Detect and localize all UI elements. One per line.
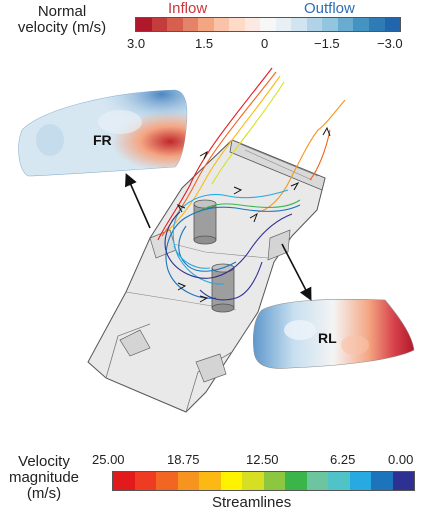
- nv-tick-1: 3.0: [127, 36, 146, 51]
- normal-velocity-swatch: [353, 18, 369, 31]
- rl-pointer-arrow: [281, 243, 312, 301]
- normal-velocity-swatch: [322, 18, 338, 31]
- vm-tick-3: 12.50: [246, 452, 279, 467]
- streamline-blue-2: [172, 189, 289, 285]
- normal-velocity-swatch: [151, 18, 168, 31]
- normal-velocity-swatch: [337, 18, 354, 31]
- normal-velocity-swatch: [384, 18, 401, 31]
- normal-velocity-swatch: [182, 18, 199, 31]
- streamlines-caption: Streamlines: [212, 494, 292, 511]
- streamlines: [157, 67, 346, 301]
- cylinder-front: [193, 199, 217, 245]
- vm-tick-1: 25.00: [92, 452, 125, 467]
- normal-velocity-swatch: [244, 18, 261, 31]
- fr-label: FR: [93, 132, 112, 148]
- velocity-magnitude-swatch: [285, 472, 307, 490]
- normal-velocity-colorbar: [135, 17, 401, 32]
- vm-title-line2: magnitude: [8, 469, 80, 486]
- velocity-magnitude-swatch: [199, 472, 221, 490]
- normal-velocity-swatch: [198, 18, 214, 31]
- velocity-magnitude-swatch: [242, 472, 264, 490]
- streamline-yellow-1: [165, 75, 281, 233]
- normal-velocity-swatch: [136, 18, 152, 31]
- streamline-blue-1: [165, 204, 301, 299]
- vm-title-line1: Velocity: [18, 453, 70, 470]
- velocity-magnitude-swatch: [177, 472, 199, 490]
- normal-velocity-swatch: [368, 18, 385, 31]
- fr-pointer-arrow: [125, 173, 151, 229]
- car-body: [87, 139, 326, 413]
- streamline-orange-3: [309, 129, 331, 181]
- velocity-magnitude-swatch: [328, 472, 350, 490]
- normal-velocity-title: Normal velocity (m/s): [6, 4, 118, 36]
- normal-velocity-title-line1: Normal: [37, 3, 87, 20]
- velocity-magnitude-swatch: [113, 472, 135, 490]
- streamline-blue-4: [178, 225, 237, 272]
- nv-tick-5: −3.0: [377, 36, 403, 51]
- vm-tick-4: 6.25: [330, 452, 356, 467]
- streamline-blue-5: [173, 245, 211, 269]
- normal-velocity-swatch: [275, 18, 292, 31]
- velocity-magnitude-swatch: [306, 472, 328, 490]
- vm-title-line3: (m/s): [26, 485, 62, 502]
- velocity-magnitude-swatch: [263, 472, 285, 490]
- streamline-blue-6: [199, 261, 263, 301]
- nv-tick-2: 1.5: [195, 36, 214, 51]
- streamline-green-1: [197, 199, 301, 213]
- nv-tick-3: 0: [261, 36, 269, 51]
- car-flow-scene: FR RL: [18, 67, 415, 413]
- normal-velocity-swatch: [291, 18, 307, 31]
- velocity-magnitude-swatch: [371, 472, 393, 490]
- streamline-blue-3: [164, 211, 293, 279]
- velocity-magnitude-swatch: [156, 472, 178, 490]
- streamline-olive-1: [211, 81, 285, 185]
- normal-velocity-swatch: [229, 18, 245, 31]
- velocity-magnitude-swatch: [349, 472, 371, 490]
- vm-tick-5: 0.00: [388, 452, 414, 467]
- normal-velocity-swatch: [213, 18, 230, 31]
- normal-velocity-title-line2: velocity (m/s): [17, 19, 107, 36]
- nv-tick-4: −1.5: [314, 36, 340, 51]
- rl-velocity-panel: [252, 299, 415, 369]
- normal-velocity-swatch: [167, 18, 183, 31]
- velocity-magnitude-swatch: [134, 472, 156, 490]
- vm-tick-2: 18.75: [167, 452, 200, 467]
- inflow-label: Inflow: [168, 0, 208, 17]
- streamline-red-1: [157, 67, 273, 241]
- outflow-label: Outflow: [304, 0, 355, 17]
- streamline-arrowheads: [176, 126, 331, 303]
- velocity-magnitude-colorbar: [112, 471, 415, 491]
- cylinder-rear: [211, 263, 235, 313]
- velocity-magnitude-title: Velocity magnitude (m/s): [4, 454, 84, 502]
- velocity-magnitude-swatch: [220, 472, 242, 490]
- velocity-magnitude-swatch: [392, 472, 414, 490]
- normal-velocity-swatch: [260, 18, 276, 31]
- rl-label: RL: [318, 330, 337, 346]
- fr-velocity-panel: [18, 89, 188, 177]
- normal-velocity-swatch: [306, 18, 323, 31]
- streamline-orange-2: [257, 99, 346, 213]
